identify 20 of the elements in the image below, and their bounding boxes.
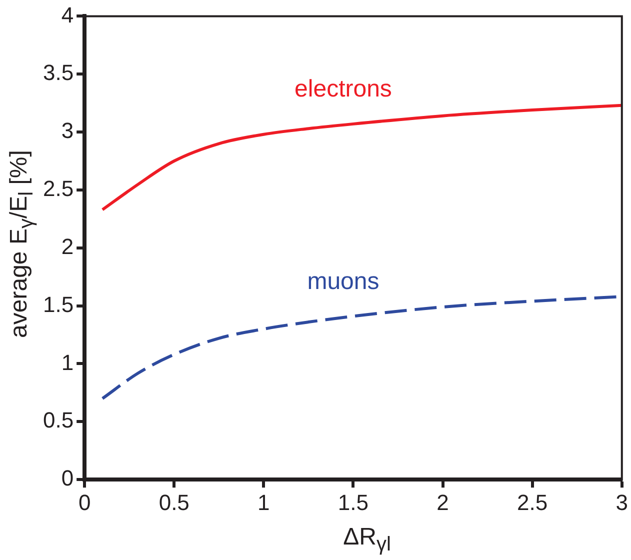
y-tick-label: 2: [61, 234, 74, 259]
series-label: electrons: [294, 76, 392, 103]
line-series: [100, 104, 622, 212]
x-tick-label: 2.5: [517, 490, 548, 515]
x-axis-title: ΔR$_{γl}$: [343, 524, 391, 556]
y-tick-label: 0.5: [42, 408, 74, 433]
x-tick-label: 3: [616, 490, 628, 515]
x-tick-label: 2: [436, 490, 449, 515]
y-tick-label: 0: [61, 466, 74, 491]
x-tick-label: 0.5: [158, 490, 190, 515]
x-tick-label: 1: [258, 490, 270, 515]
y-tick-label: 3.5: [42, 60, 74, 86]
y-tick-label: 2.5: [42, 176, 74, 202]
y-tick-label: 1: [61, 350, 74, 375]
y-tick-label: 4: [61, 2, 74, 28]
y-tick-label: 1.5: [42, 292, 74, 317]
series-label: muons: [307, 268, 380, 295]
y-tick-label: 3: [61, 118, 74, 144]
x-tick-label: 1.5: [338, 490, 369, 515]
x-tick-label: 0: [78, 490, 91, 515]
